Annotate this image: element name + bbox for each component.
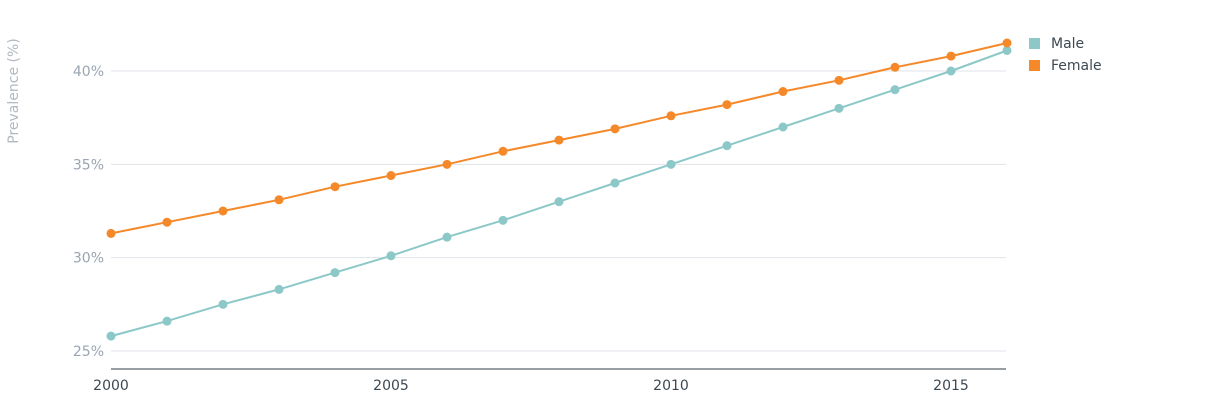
- data-point-female[interactable]: [666, 111, 676, 121]
- legend-swatch: [1029, 60, 1040, 71]
- data-point-female[interactable]: [106, 228, 116, 238]
- data-point-female[interactable]: [1002, 38, 1012, 48]
- data-point-male[interactable]: [722, 141, 732, 151]
- y-axis-ticks: 25% 30% 35% 40%: [73, 64, 104, 360]
- x-tick-label: 2005: [373, 378, 409, 394]
- y-axis-title: Prevalence (%): [6, 38, 22, 144]
- data-point-female[interactable]: [162, 217, 172, 227]
- series-male: [106, 45, 1012, 341]
- series-layer: [106, 38, 1012, 341]
- data-point-male[interactable]: [834, 103, 844, 113]
- data-point-female[interactable]: [778, 87, 788, 97]
- data-point-male[interactable]: [498, 215, 508, 225]
- y-tick-label: 35%: [73, 157, 104, 173]
- legend-label: Female: [1051, 58, 1102, 74]
- data-point-female[interactable]: [610, 124, 620, 134]
- data-point-female[interactable]: [218, 206, 228, 216]
- x-tick-label: 2010: [653, 378, 689, 394]
- data-point-female[interactable]: [946, 51, 956, 61]
- data-point-male[interactable]: [218, 299, 228, 309]
- data-point-female[interactable]: [442, 159, 452, 169]
- legend-item-female[interactable]: Female: [1029, 58, 1102, 74]
- y-tick-label: 40%: [73, 64, 104, 80]
- data-point-female[interactable]: [498, 146, 508, 156]
- legend-label: Male: [1051, 36, 1084, 52]
- legend-swatch: [1029, 38, 1040, 49]
- data-point-male[interactable]: [106, 331, 116, 341]
- x-tick-label: 2015: [933, 378, 969, 394]
- data-point-male[interactable]: [330, 268, 340, 278]
- data-point-male[interactable]: [1002, 45, 1012, 55]
- data-point-male[interactable]: [890, 85, 900, 95]
- data-point-male[interactable]: [274, 284, 284, 294]
- legend: Male Female: [1029, 36, 1102, 74]
- data-point-female[interactable]: [834, 75, 844, 85]
- series-female: [106, 38, 1012, 238]
- y-tick-label: 30%: [73, 251, 104, 267]
- legend-item-male[interactable]: Male: [1029, 36, 1084, 52]
- data-point-female[interactable]: [330, 182, 340, 192]
- data-point-male[interactable]: [778, 122, 788, 132]
- x-tick-label: 2000: [93, 378, 129, 394]
- gridlines: [111, 70, 1006, 352]
- data-point-male[interactable]: [162, 316, 172, 326]
- data-point-male[interactable]: [666, 159, 676, 169]
- data-point-female[interactable]: [890, 62, 900, 72]
- series-line-male: [110, 49, 1008, 338]
- data-point-male[interactable]: [554, 197, 564, 207]
- data-point-male[interactable]: [946, 66, 956, 76]
- data-point-female[interactable]: [274, 195, 284, 205]
- data-point-male[interactable]: [442, 232, 452, 242]
- x-axis-ticks: 2000 2005 2010 2015: [93, 378, 969, 394]
- data-point-male[interactable]: [610, 178, 620, 188]
- data-point-female[interactable]: [386, 171, 396, 181]
- data-point-female[interactable]: [554, 135, 564, 145]
- y-tick-label: 25%: [73, 344, 104, 360]
- data-point-female[interactable]: [722, 100, 732, 110]
- data-point-male[interactable]: [386, 251, 396, 261]
